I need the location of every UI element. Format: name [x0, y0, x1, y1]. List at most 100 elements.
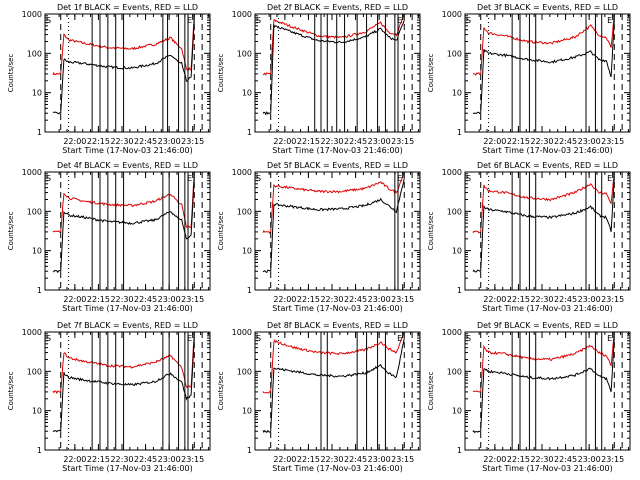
plot-area — [472, 172, 623, 290]
y-tick-label: 100 — [447, 49, 462, 58]
x-axis-label: Start Time (17-Nov-03 21:46:00) — [272, 464, 402, 473]
x-axis-label: Start Time (17-Nov-03 21:46:00) — [272, 146, 402, 155]
axes-frame — [254, 171, 421, 291]
x-tick-label: 22:15 — [87, 455, 110, 464]
subplot-title: Det 6f BLACK = Events, RED = LLD — [477, 161, 618, 170]
start-marker: S — [256, 334, 261, 343]
subplot-4: 1 10 100 1000 22:00 22:15 22:30 22:45 23:00 23:15… — [7, 161, 211, 313]
subplot-2: 1 10 100 1000 22:00 22:15 22:30 22:45 23:00 23:15… — [217, 3, 421, 155]
y-tick-label: 1 — [457, 128, 462, 137]
x-tick-label: 22:45 — [554, 137, 577, 146]
y-tick-label: 1 — [247, 446, 252, 455]
x-tick-label: 22:00 — [63, 455, 86, 464]
y-tick-label: 100 — [447, 367, 462, 376]
x-tick-label: 22:15 — [87, 137, 110, 146]
y-tick-label: 1000 — [232, 328, 252, 337]
end-marker: E — [397, 16, 402, 25]
y-tick-label: 100 — [27, 367, 42, 376]
x-tick-label: 22:15 — [507, 137, 530, 146]
y-tick-label: 1000 — [22, 168, 42, 177]
y-axis-label: Counts/sec — [7, 54, 15, 93]
plot-area — [262, 14, 413, 132]
subplot-title: Det 9f BLACK = Events, RED = LLD — [477, 321, 618, 330]
x-tick-label: 23:00 — [578, 455, 601, 464]
x-tick-label: 22:30 — [320, 295, 343, 304]
x-tick-label: 22:30 — [530, 295, 553, 304]
subplot-title: Det 1f BLACK = Events, RED = LLD — [57, 3, 198, 12]
x-axis-label: Start Time (17-Nov-03 21:46:00) — [272, 304, 402, 313]
y-tick-label: 10 — [32, 407, 42, 416]
y-tick-label: 1000 — [22, 10, 42, 19]
x-tick-label: 22:45 — [554, 295, 577, 304]
plot-area — [52, 172, 203, 290]
axes-frame — [254, 331, 421, 451]
events-series-line — [262, 19, 405, 116]
subplot-title: Det 2f BLACK = Events, RED = LLD — [267, 3, 408, 12]
y-axis-label: Counts/sec — [427, 212, 435, 251]
x-tick-label: 23:00 — [578, 295, 601, 304]
y-tick-label: 10 — [242, 247, 252, 256]
y-tick-label: 1 — [247, 286, 252, 295]
y-tick-label: 1 — [37, 446, 42, 455]
y-axis-label: Counts/sec — [427, 372, 435, 411]
y-tick-label: 100 — [237, 207, 252, 216]
y-tick-label: 1 — [457, 446, 462, 455]
x-tick-label: 22:45 — [344, 137, 367, 146]
axes-frame — [44, 13, 211, 133]
x-tick-label: 22:15 — [507, 455, 530, 464]
x-tick-label: 23:15 — [391, 295, 414, 304]
y-tick-label: 1000 — [442, 328, 462, 337]
x-axis-label: Start Time (17-Nov-03 21:46:00) — [482, 146, 612, 155]
lld-series-line — [262, 332, 405, 394]
x-tick-label: 22:30 — [110, 137, 133, 146]
x-tick-label: 23:15 — [601, 455, 624, 464]
start-marker: S — [46, 334, 51, 343]
y-axis-label: Counts/sec — [7, 372, 15, 411]
y-tick-label: 100 — [27, 207, 42, 216]
lld-series-line — [472, 332, 615, 393]
x-tick-label: 23:00 — [368, 455, 391, 464]
y-tick-label: 10 — [242, 407, 252, 416]
x-tick-label: 22:00 — [483, 295, 506, 304]
start-marker: S — [466, 334, 471, 343]
end-marker: E — [397, 174, 402, 183]
end-marker: E — [607, 334, 612, 343]
plot-area — [262, 332, 413, 450]
plot-area — [52, 332, 203, 450]
subplot-1: 1 10 100 1000 22:00 22:15 22:30 22:45 23:00 23:15… — [7, 3, 211, 155]
y-axis-label: Counts/sec — [217, 54, 225, 93]
x-tick-label: 22:00 — [273, 455, 296, 464]
y-tick-label: 10 — [452, 247, 462, 256]
y-tick-label: 100 — [237, 367, 252, 376]
x-tick-label: 23:15 — [601, 295, 624, 304]
x-tick-label: 22:00 — [63, 137, 86, 146]
y-tick-label: 100 — [237, 49, 252, 58]
x-tick-label: 22:30 — [110, 295, 133, 304]
x-tick-label: 22:15 — [297, 137, 320, 146]
events-series-line — [262, 338, 405, 434]
axes-frame — [254, 13, 421, 133]
axes-frame — [44, 171, 211, 291]
events-series-line — [472, 20, 615, 115]
end-marker: E — [187, 16, 192, 25]
x-tick-label: 22:00 — [273, 137, 296, 146]
x-tick-label: 23:00 — [368, 137, 391, 146]
end-marker: E — [187, 174, 192, 183]
end-marker: E — [187, 334, 192, 343]
axes-frame — [464, 331, 631, 451]
y-tick-label: 1000 — [232, 10, 252, 19]
axes-frame — [44, 331, 211, 451]
lld-series-line — [472, 14, 615, 76]
y-tick-label: 10 — [242, 89, 252, 98]
x-tick-label: 22:30 — [530, 137, 553, 146]
y-tick-label: 1 — [457, 286, 462, 295]
y-tick-label: 10 — [32, 247, 42, 256]
y-axis-label: Counts/sec — [217, 212, 225, 251]
y-tick-label: 1 — [37, 128, 42, 137]
y-axis-label: Counts/sec — [217, 372, 225, 411]
lld-series-line — [262, 172, 405, 234]
y-axis-label: Counts/sec — [7, 212, 15, 251]
x-tick-label: 22:30 — [530, 455, 553, 464]
plot-area — [52, 14, 203, 132]
x-tick-label: 22:45 — [134, 455, 157, 464]
